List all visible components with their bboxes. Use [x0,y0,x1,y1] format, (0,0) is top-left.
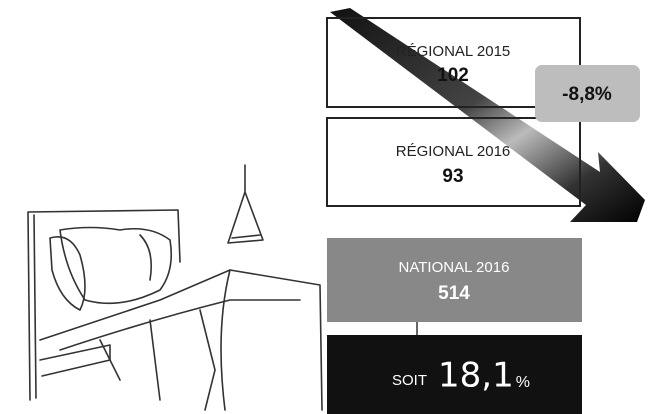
box-national-2016: NATIONAL 2016 514 [327,238,582,322]
change-value: -8,8% [562,84,612,105]
box-value: 102 [437,65,469,86]
box-frame [327,118,580,206]
box-label: NATIONAL 2016 [399,259,510,276]
box-label: RÉGIONAL 2015 [396,43,511,60]
box-regional-2016: RÉGIONAL 2016 93 [327,118,580,206]
box-value: 514 [438,283,470,304]
share-value: 18,1 [438,356,514,396]
box-value: 93 [442,166,463,187]
infographic: RÉGIONAL 2015 102 RÉGIONAL 2016 93 -8,8%… [0,0,653,414]
share-unit: % [516,374,530,391]
box-label: RÉGIONAL 2016 [396,143,511,160]
bed-illustration [28,165,322,410]
change-badge: -8,8% [535,65,640,122]
box-frame [327,238,582,322]
share-prefix: SOIT [392,372,427,389]
box-share: SOIT 18,1 % [327,335,582,414]
page: RÉGIONAL 2015 102 RÉGIONAL 2016 93 -8,8%… [0,0,653,414]
